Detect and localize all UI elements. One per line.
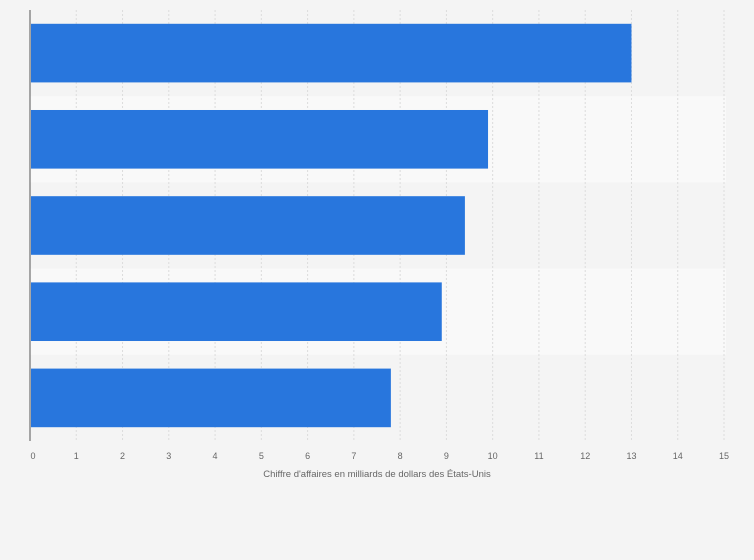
x-tick-label: 13 [626, 451, 636, 461]
bar [31, 282, 442, 342]
x-tick-label: 11 [534, 451, 543, 461]
x-tick-label: 2 [120, 451, 125, 461]
x-tick-labels: 0 1 2 3 4 5 6 7 8 9 10 11 12 13 14 15 [30, 451, 729, 461]
x-tick-label: 1 [74, 451, 79, 461]
x-tick-label: 8 [398, 451, 403, 461]
x-tick-label: 4 [213, 451, 218, 461]
bar [31, 23, 632, 83]
x-tick-label: 12 [580, 451, 590, 461]
bars [31, 23, 632, 428]
x-axis-title: Chiffre d'affaires en milliards de dolla… [263, 469, 491, 480]
x-tick-label: 3 [166, 451, 171, 461]
x-tick-label: 10 [488, 451, 498, 461]
x-tick-label: 5 [259, 451, 264, 461]
x-tick-label: 15 [719, 451, 729, 461]
x-tick-label: 9 [444, 451, 449, 461]
x-tick-label: 6 [305, 451, 310, 461]
x-tick-label: 7 [351, 451, 356, 461]
x-tick-label: 0 [30, 451, 35, 461]
bar [31, 196, 465, 255]
bar [31, 368, 391, 428]
x-tick-label: 14 [673, 451, 683, 461]
bar [31, 109, 489, 169]
